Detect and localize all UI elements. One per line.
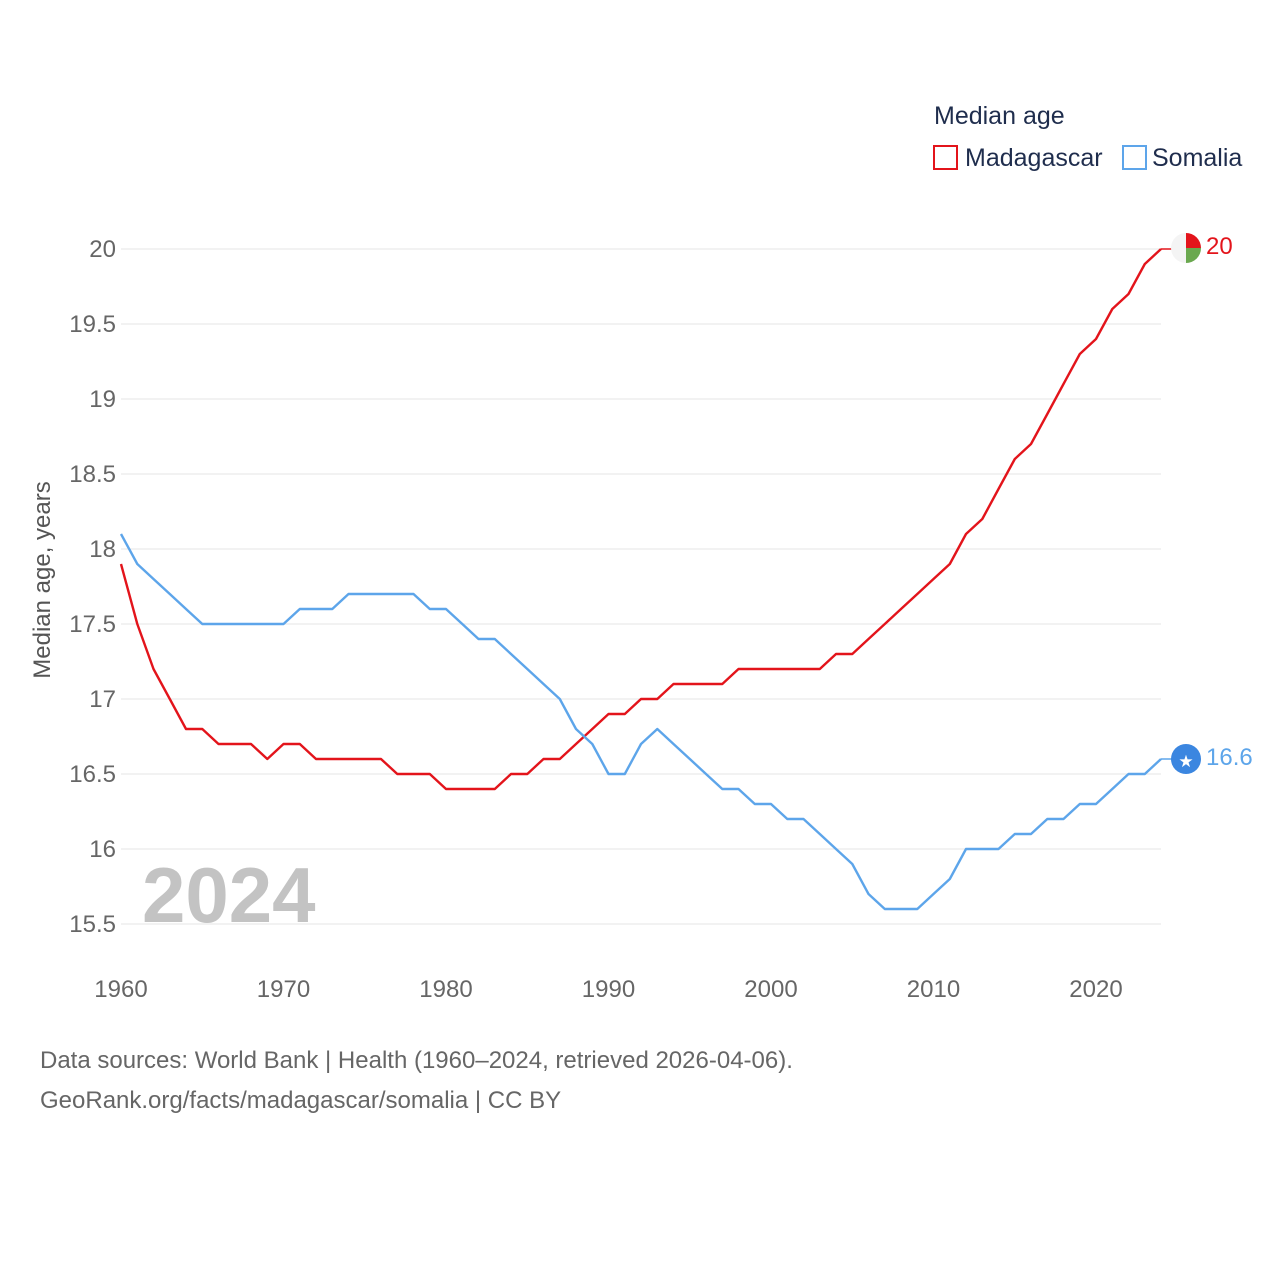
x-tick-label: 2010 — [907, 976, 960, 1003]
y-tick-label: 18.5 — [69, 461, 116, 488]
y-axis-label: Median age, years — [29, 481, 56, 678]
x-tick-label: 1990 — [582, 976, 635, 1003]
y-tick-label: 16 — [89, 836, 116, 863]
flag-somalia-icon: ★ — [1171, 744, 1201, 774]
x-tick-label: 2000 — [744, 976, 797, 1003]
data-sources: Data sources: World Bank | Health (1960–… — [40, 1047, 793, 1074]
x-tick-label: 2020 — [1069, 976, 1122, 1003]
legend-swatch-madagascar[interactable] — [933, 145, 958, 170]
y-tick-label: 15.5 — [69, 911, 116, 938]
y-tick-label: 16.5 — [69, 761, 116, 788]
x-tick-label: 1980 — [419, 976, 472, 1003]
svg-text:★: ★ — [1178, 752, 1193, 771]
legend: Median age Madagascar Somalia — [933, 102, 1242, 172]
x-tick-label: 1960 — [94, 976, 147, 1003]
legend-title: Median age — [934, 102, 1065, 130]
y-tick-label: 18 — [89, 536, 116, 563]
end-label-somalia: 16.6 — [1206, 744, 1253, 771]
x-tick-label: 1970 — [257, 976, 310, 1003]
y-axis-ticks: 15.5 16 16.5 17 17.5 18 18.5 19 19.5 20 — [69, 236, 116, 938]
end-label-madagascar: 20 — [1206, 233, 1233, 260]
source-link[interactable]: GeoRank.org/facts/madagascar/somalia | C… — [40, 1087, 561, 1114]
series-line-madagascar[interactable] — [119, 248, 1162, 791]
y-tick-label: 17.5 — [69, 611, 116, 638]
y-tick-label: 20 — [89, 236, 116, 263]
flag-madagascar-icon — [1171, 233, 1201, 263]
y-tick-label: 17 — [89, 686, 116, 713]
legend-label-somalia[interactable]: Somalia — [1152, 144, 1242, 172]
gridlines — [121, 248, 1161, 925]
legend-swatch-somalia[interactable] — [1122, 145, 1147, 170]
legend-label-madagascar[interactable]: Madagascar — [965, 144, 1103, 172]
x-axis-ticks: 1960 1970 1980 1990 2000 2010 2020 — [94, 976, 1122, 1003]
series-line-somalia[interactable] — [119, 533, 1162, 911]
year-watermark: 2024 — [142, 851, 316, 939]
series-lines — [119, 248, 1172, 911]
y-tick-label: 19.5 — [69, 311, 116, 338]
y-tick-label: 19 — [89, 386, 116, 413]
